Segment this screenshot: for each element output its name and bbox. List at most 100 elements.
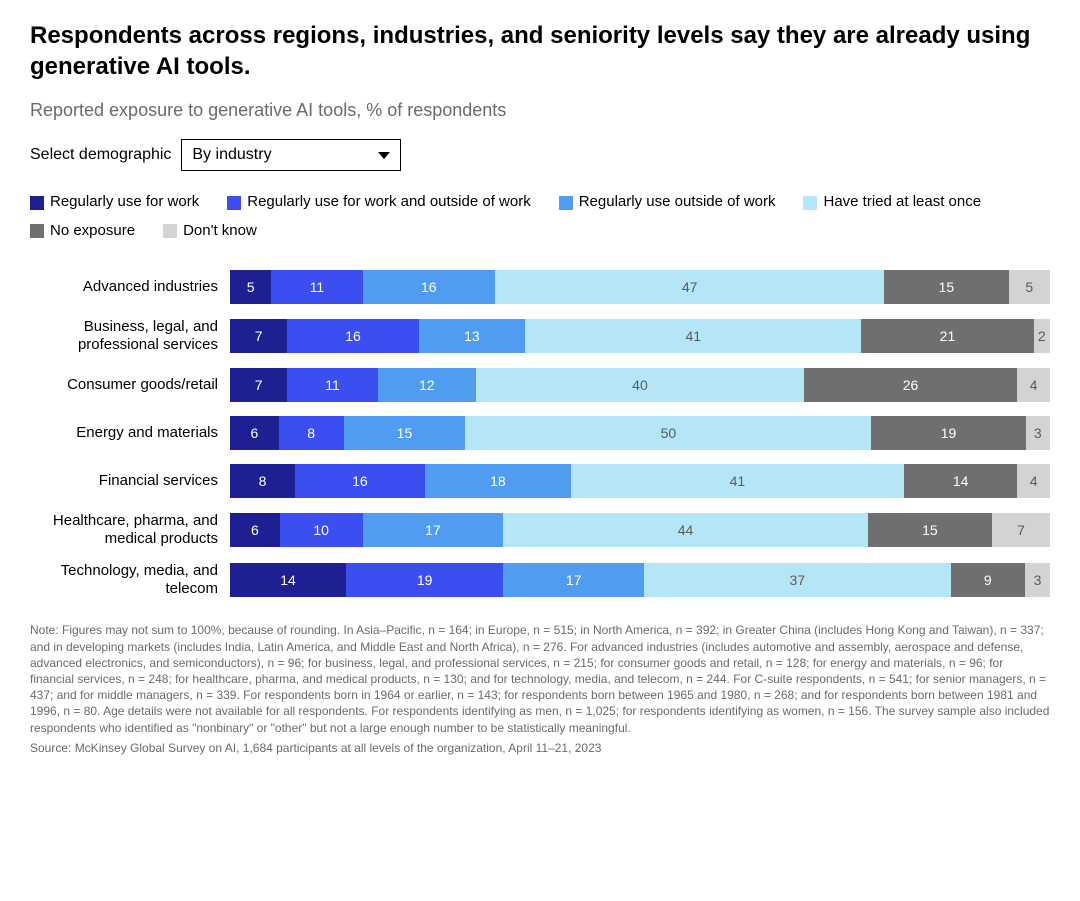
bar-segment-value: 6 xyxy=(251,522,259,538)
bar-segment: 16 xyxy=(295,464,425,498)
bar-segment: 16 xyxy=(287,319,418,353)
legend-label: No exposure xyxy=(50,220,135,243)
bar-segment: 2 xyxy=(1034,319,1050,353)
legend-swatch xyxy=(30,196,44,210)
bar-segment-value: 4 xyxy=(1030,473,1038,489)
stacked-bar: 8161841144 xyxy=(230,464,1050,498)
bar-segment-value: 10 xyxy=(313,522,329,538)
bar-segment-value: 41 xyxy=(685,328,701,344)
legend-label: Don't know xyxy=(183,220,257,243)
row-label: Financial services xyxy=(30,472,230,490)
chart-row: Consumer goods/retail 7 11 12 40 26 4 xyxy=(30,368,1050,402)
bar-segment-value: 41 xyxy=(730,473,746,489)
bar-segment: 44 xyxy=(503,513,867,547)
bar-segment-value: 13 xyxy=(464,328,480,344)
bar-segment-value: 18 xyxy=(490,473,506,489)
bar-segment: 37 xyxy=(644,563,950,597)
bar-segment: 41 xyxy=(525,319,861,353)
bar-segment-value: 17 xyxy=(566,572,582,588)
bar-segment: 21 xyxy=(861,319,1033,353)
bar-segment-value: 6 xyxy=(250,425,258,441)
legend-label: Have tried at least once xyxy=(823,191,981,214)
bar-segment: 7 xyxy=(230,319,287,353)
bar-segment-value: 26 xyxy=(903,377,919,393)
bar-segment: 26 xyxy=(804,368,1017,402)
row-label: Advanced industries xyxy=(30,278,230,296)
bar-segment-value: 3 xyxy=(1034,425,1042,441)
bar-segment-value: 5 xyxy=(1025,279,1033,295)
chart-legend: Regularly use for workRegularly use for … xyxy=(30,191,1050,242)
bar-segment-value: 50 xyxy=(661,425,677,441)
chart-row: Energy and materials681550193 xyxy=(30,416,1050,450)
chart-subtitle: Reported exposure to generative AI tools… xyxy=(30,100,1050,121)
bar-segment: 15 xyxy=(884,270,1008,304)
bar-segment-value: 16 xyxy=(352,473,368,489)
demographic-selector-row: Select demographic By industry xyxy=(30,139,1050,171)
bar-segment-value: 14 xyxy=(953,473,969,489)
bar-segment-value: 21 xyxy=(940,328,956,344)
bar-segment: 14 xyxy=(230,563,346,597)
bar-segment: 5 xyxy=(1009,270,1050,304)
bar-segment: 19 xyxy=(346,563,503,597)
bar-segment-value: 16 xyxy=(345,328,361,344)
legend-swatch xyxy=(163,224,177,238)
stacked-bar: 7 11 12 40 26 4 xyxy=(230,368,1050,402)
chart-row: Healthcare, pharma, and medical products… xyxy=(30,512,1050,548)
bar-segment-value: 47 xyxy=(682,279,698,295)
chart-row: Business, legal, and professional servic… xyxy=(30,318,1050,354)
bar-segment: 10 xyxy=(280,513,363,547)
stacked-bar: 7 16 13 41 21 2 xyxy=(230,319,1050,353)
bar-segment: 16 xyxy=(363,270,496,304)
bar-segment-value: 17 xyxy=(425,522,441,538)
legend-item: No exposure xyxy=(30,220,135,243)
bar-segment-value: 5 xyxy=(247,279,255,295)
bar-segment-value: 7 xyxy=(255,377,263,393)
bar-segment-value: 15 xyxy=(397,425,413,441)
row-label: Consumer goods/retail xyxy=(30,376,230,394)
bar-segment: 47 xyxy=(495,270,884,304)
bar-segment: 9 xyxy=(951,563,1026,597)
legend-swatch xyxy=(803,196,817,210)
chart-title: Respondents across regions, industries, … xyxy=(30,20,1050,82)
row-label: Business, legal, and professional servic… xyxy=(30,318,230,354)
bar-segment-value: 15 xyxy=(939,279,955,295)
legend-swatch xyxy=(227,196,241,210)
bar-segment: 6 xyxy=(230,513,280,547)
bar-segment: 15 xyxy=(344,416,466,450)
demographic-dropdown-value: By industry xyxy=(192,146,271,164)
bar-segment: 40 xyxy=(476,368,804,402)
bar-segment-value: 7 xyxy=(1017,522,1025,538)
row-label: Technology, media, and telecom xyxy=(30,562,230,598)
bar-segment-value: 2 xyxy=(1038,328,1046,344)
bar-segment: 18 xyxy=(425,464,571,498)
bar-segment-value: 11 xyxy=(310,279,325,295)
bar-segment: 5 xyxy=(230,270,271,304)
legend-swatch xyxy=(559,196,573,210)
stacked-bar: 681550193 xyxy=(230,416,1050,450)
bar-segment-value: 40 xyxy=(632,377,648,393)
bar-segment: 15 xyxy=(868,513,992,547)
legend-label: Regularly use outside of work xyxy=(579,191,776,214)
stacked-bar-chart: Advanced industries5111647155Business, l… xyxy=(30,270,1050,598)
bar-segment: 41 xyxy=(571,464,904,498)
row-label: Healthcare, pharma, and medical products xyxy=(30,512,230,548)
bar-segment-value: 37 xyxy=(790,572,806,588)
bar-segment-value: 8 xyxy=(307,425,315,441)
bar-segment: 11 xyxy=(271,270,362,304)
bar-segment: 11 xyxy=(287,368,377,402)
bar-segment: 3 xyxy=(1025,563,1050,597)
bar-segment-value: 15 xyxy=(922,522,938,538)
legend-swatch xyxy=(30,224,44,238)
bar-segment-value: 4 xyxy=(1030,377,1038,393)
stacked-bar: 6 10 17 44 15 7 xyxy=(230,513,1050,547)
stacked-bar: 5 11 16 47 15 5 xyxy=(230,270,1050,304)
bar-segment-value: 16 xyxy=(421,279,437,295)
chart-source: Source: McKinsey Global Survey on AI, 1,… xyxy=(30,740,1050,756)
demographic-selector-label: Select demographic xyxy=(30,146,171,164)
bar-segment-value: 12 xyxy=(419,377,435,393)
legend-item: Have tried at least once xyxy=(803,191,981,214)
chart-row: Advanced industries 5 11 16 47 15 5 xyxy=(30,270,1050,304)
bar-segment-value: 44 xyxy=(678,522,694,538)
demographic-dropdown[interactable]: By industry xyxy=(181,139,401,171)
bar-segment: 4 xyxy=(1017,464,1049,498)
